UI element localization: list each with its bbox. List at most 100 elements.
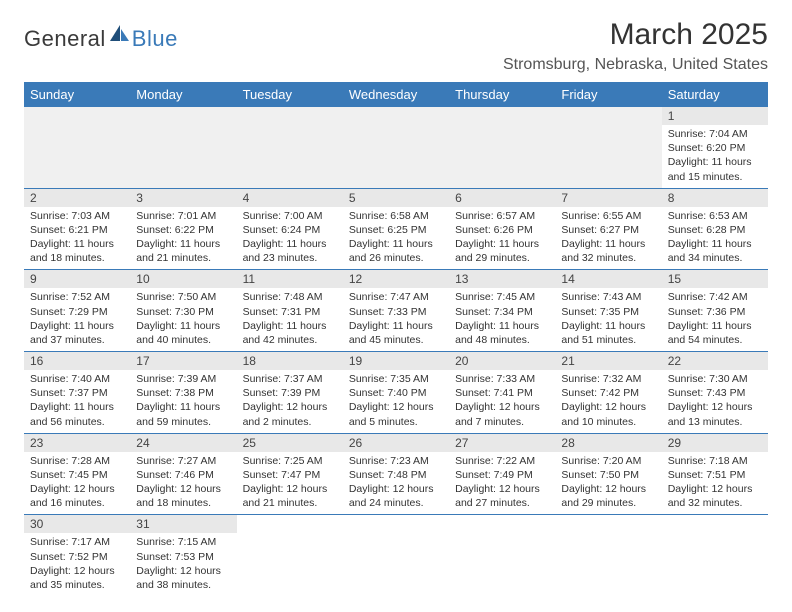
day-number: 30 [24,515,130,533]
calendar-cell: 16Sunrise: 7:40 AMSunset: 7:37 PMDayligh… [24,352,130,434]
calendar-cell: 20Sunrise: 7:33 AMSunset: 7:41 PMDayligh… [449,352,555,434]
day-number: 2 [24,189,130,207]
day-details: Sunrise: 7:35 AMSunset: 7:40 PMDaylight:… [343,370,449,433]
weekday-header: Sunday [24,82,130,107]
day-number: 17 [130,352,236,370]
day-details: Sunrise: 7:00 AMSunset: 6:24 PMDaylight:… [237,207,343,270]
calendar-cell: 2Sunrise: 7:03 AMSunset: 6:21 PMDaylight… [24,188,130,270]
day-details: Sunrise: 7:23 AMSunset: 7:48 PMDaylight:… [343,452,449,515]
calendar-row: 9Sunrise: 7:52 AMSunset: 7:29 PMDaylight… [24,270,768,352]
calendar-cell: 18Sunrise: 7:37 AMSunset: 7:39 PMDayligh… [237,352,343,434]
calendar-cell [555,515,661,596]
page-title: March 2025 [503,18,768,52]
day-details: Sunrise: 7:01 AMSunset: 6:22 PMDaylight:… [130,207,236,270]
calendar-cell: 27Sunrise: 7:22 AMSunset: 7:49 PMDayligh… [449,433,555,515]
day-details: Sunrise: 7:22 AMSunset: 7:49 PMDaylight:… [449,452,555,515]
calendar-cell: 28Sunrise: 7:20 AMSunset: 7:50 PMDayligh… [555,433,661,515]
calendar-cell: 23Sunrise: 7:28 AMSunset: 7:45 PMDayligh… [24,433,130,515]
day-details: Sunrise: 6:55 AMSunset: 6:27 PMDaylight:… [555,207,661,270]
calendar-cell: 8Sunrise: 6:53 AMSunset: 6:28 PMDaylight… [662,188,768,270]
calendar-cell: 3Sunrise: 7:01 AMSunset: 6:22 PMDaylight… [130,188,236,270]
day-details: Sunrise: 7:04 AMSunset: 6:20 PMDaylight:… [662,125,768,188]
day-number: 10 [130,270,236,288]
calendar-cell [343,515,449,596]
day-details: Sunrise: 7:37 AMSunset: 7:39 PMDaylight:… [237,370,343,433]
calendar-table: SundayMondayTuesdayWednesdayThursdayFrid… [24,82,768,596]
calendar-row: 16Sunrise: 7:40 AMSunset: 7:37 PMDayligh… [24,352,768,434]
day-details: Sunrise: 7:15 AMSunset: 7:53 PMDaylight:… [130,533,236,596]
day-number: 24 [130,434,236,452]
calendar-cell: 26Sunrise: 7:23 AMSunset: 7:48 PMDayligh… [343,433,449,515]
calendar-cell: 10Sunrise: 7:50 AMSunset: 7:30 PMDayligh… [130,270,236,352]
weekday-header-row: SundayMondayTuesdayWednesdayThursdayFrid… [24,82,768,107]
calendar-cell: 13Sunrise: 7:45 AMSunset: 7:34 PMDayligh… [449,270,555,352]
calendar-cell [237,107,343,188]
day-details: Sunrise: 6:57 AMSunset: 6:26 PMDaylight:… [449,207,555,270]
day-number: 25 [237,434,343,452]
title-block: March 2025 Stromsburg, Nebraska, United … [503,18,768,74]
calendar-cell [555,107,661,188]
calendar-cell: 29Sunrise: 7:18 AMSunset: 7:51 PMDayligh… [662,433,768,515]
day-details: Sunrise: 7:52 AMSunset: 7:29 PMDaylight:… [24,288,130,351]
calendar-cell: 25Sunrise: 7:25 AMSunset: 7:47 PMDayligh… [237,433,343,515]
calendar-cell: 9Sunrise: 7:52 AMSunset: 7:29 PMDaylight… [24,270,130,352]
calendar-cell: 31Sunrise: 7:15 AMSunset: 7:53 PMDayligh… [130,515,236,596]
calendar-row: 2Sunrise: 7:03 AMSunset: 6:21 PMDaylight… [24,188,768,270]
day-details: Sunrise: 7:27 AMSunset: 7:46 PMDaylight:… [130,452,236,515]
day-number: 3 [130,189,236,207]
weekday-header: Wednesday [343,82,449,107]
calendar-cell [449,107,555,188]
day-details: Sunrise: 7:18 AMSunset: 7:51 PMDaylight:… [662,452,768,515]
calendar-cell: 6Sunrise: 6:57 AMSunset: 6:26 PMDaylight… [449,188,555,270]
calendar-cell: 15Sunrise: 7:42 AMSunset: 7:36 PMDayligh… [662,270,768,352]
day-number: 29 [662,434,768,452]
calendar-cell [24,107,130,188]
day-details: Sunrise: 7:50 AMSunset: 7:30 PMDaylight:… [130,288,236,351]
calendar-cell: 30Sunrise: 7:17 AMSunset: 7:52 PMDayligh… [24,515,130,596]
day-details: Sunrise: 7:43 AMSunset: 7:35 PMDaylight:… [555,288,661,351]
calendar-cell: 12Sunrise: 7:47 AMSunset: 7:33 PMDayligh… [343,270,449,352]
calendar-cell: 17Sunrise: 7:39 AMSunset: 7:38 PMDayligh… [130,352,236,434]
logo: General Blue [24,18,178,52]
day-number: 26 [343,434,449,452]
day-details: Sunrise: 6:53 AMSunset: 6:28 PMDaylight:… [662,207,768,270]
day-details: Sunrise: 7:03 AMSunset: 6:21 PMDaylight:… [24,207,130,270]
day-details: Sunrise: 7:20 AMSunset: 7:50 PMDaylight:… [555,452,661,515]
day-number: 12 [343,270,449,288]
day-details: Sunrise: 7:17 AMSunset: 7:52 PMDaylight:… [24,533,130,596]
day-number: 20 [449,352,555,370]
weekday-header: Tuesday [237,82,343,107]
calendar-cell: 11Sunrise: 7:48 AMSunset: 7:31 PMDayligh… [237,270,343,352]
day-details: Sunrise: 7:25 AMSunset: 7:47 PMDaylight:… [237,452,343,515]
day-number: 19 [343,352,449,370]
day-number: 1 [662,107,768,125]
calendar-cell: 7Sunrise: 6:55 AMSunset: 6:27 PMDaylight… [555,188,661,270]
day-number: 5 [343,189,449,207]
location: Stromsburg, Nebraska, United States [503,56,768,74]
day-number: 4 [237,189,343,207]
day-number: 31 [130,515,236,533]
day-details: Sunrise: 7:42 AMSunset: 7:36 PMDaylight:… [662,288,768,351]
calendar-cell [662,515,768,596]
day-number: 6 [449,189,555,207]
logo-sail-icon [110,25,130,48]
calendar-cell: 22Sunrise: 7:30 AMSunset: 7:43 PMDayligh… [662,352,768,434]
day-details: Sunrise: 6:58 AMSunset: 6:25 PMDaylight:… [343,207,449,270]
day-number: 11 [237,270,343,288]
day-number: 27 [449,434,555,452]
calendar-cell [449,515,555,596]
day-details: Sunrise: 7:47 AMSunset: 7:33 PMDaylight:… [343,288,449,351]
day-number: 23 [24,434,130,452]
header: General Blue March 2025 Stromsburg, Nebr… [24,18,768,74]
day-number: 21 [555,352,661,370]
calendar-row: 1Sunrise: 7:04 AMSunset: 6:20 PMDaylight… [24,107,768,188]
calendar-cell [237,515,343,596]
calendar-row: 23Sunrise: 7:28 AMSunset: 7:45 PMDayligh… [24,433,768,515]
weekday-header: Friday [555,82,661,107]
calendar-cell: 21Sunrise: 7:32 AMSunset: 7:42 PMDayligh… [555,352,661,434]
weekday-header: Thursday [449,82,555,107]
calendar-cell [130,107,236,188]
weekday-header: Monday [130,82,236,107]
day-number: 14 [555,270,661,288]
weekday-header: Saturday [662,82,768,107]
